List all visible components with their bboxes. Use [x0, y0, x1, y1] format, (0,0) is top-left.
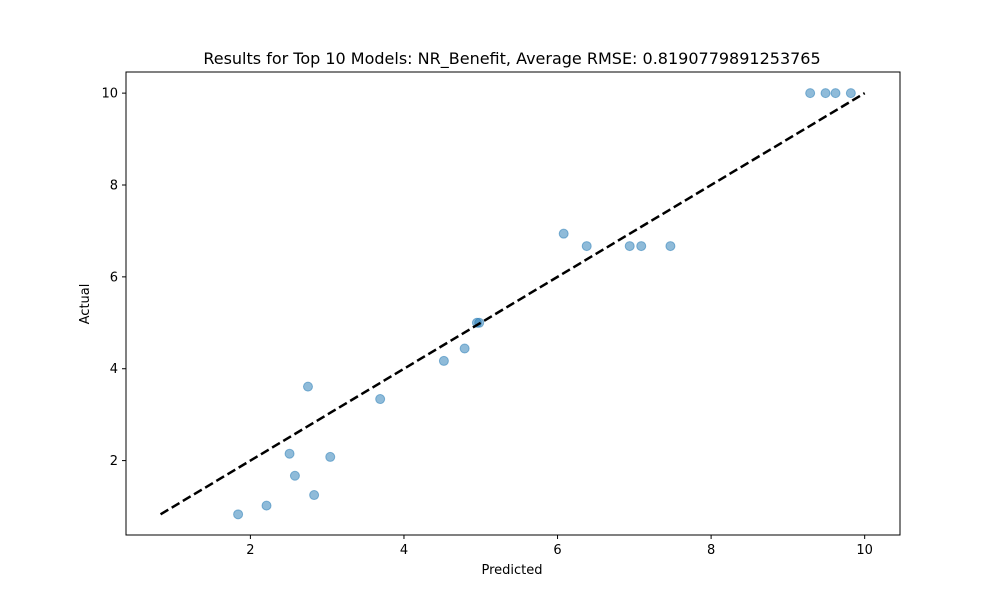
- x-tick-label: 6: [553, 543, 561, 558]
- axes-frame: [125, 71, 901, 536]
- y-tick-label: 10: [101, 87, 118, 102]
- x-axis: 2 4 6 8 10: [246, 535, 873, 558]
- data-point: [375, 394, 386, 405]
- data-point: [830, 88, 841, 99]
- y-tick-label: 2: [110, 454, 118, 469]
- data-point: [845, 88, 856, 99]
- y-tick-label: 8: [110, 178, 118, 193]
- data-point: [284, 448, 295, 459]
- x-axis-label: Predicted: [481, 563, 542, 578]
- y-tick-label: 4: [110, 362, 118, 377]
- x-tick-label: 8: [707, 543, 715, 558]
- data-point: [805, 88, 816, 99]
- data-point: [558, 228, 569, 239]
- x-tick-label: 4: [400, 543, 408, 558]
- data-point: [261, 500, 272, 511]
- data-point: [624, 241, 635, 252]
- x-tick-label: 2: [246, 543, 254, 558]
- x-tick-label: 10: [856, 543, 873, 558]
- y-axis: 2 4 6 8 10: [101, 87, 126, 469]
- data-point: [438, 355, 449, 366]
- y-axis-label: Actual: [78, 284, 93, 325]
- data-point: [820, 88, 831, 99]
- data-point: [309, 490, 320, 501]
- data-point: [581, 241, 592, 252]
- data-point: [233, 509, 244, 520]
- reference-line: [159, 92, 866, 516]
- data-point: [459, 343, 470, 354]
- plot-area: [159, 88, 866, 520]
- data-point: [325, 451, 336, 462]
- data-point: [302, 381, 313, 392]
- data-point: [636, 241, 647, 252]
- chart-title: Results for Top 10 Models: NR_Benefit, A…: [203, 49, 820, 69]
- data-point: [289, 470, 300, 481]
- y-tick-label: 6: [110, 270, 118, 285]
- data-point: [665, 241, 676, 252]
